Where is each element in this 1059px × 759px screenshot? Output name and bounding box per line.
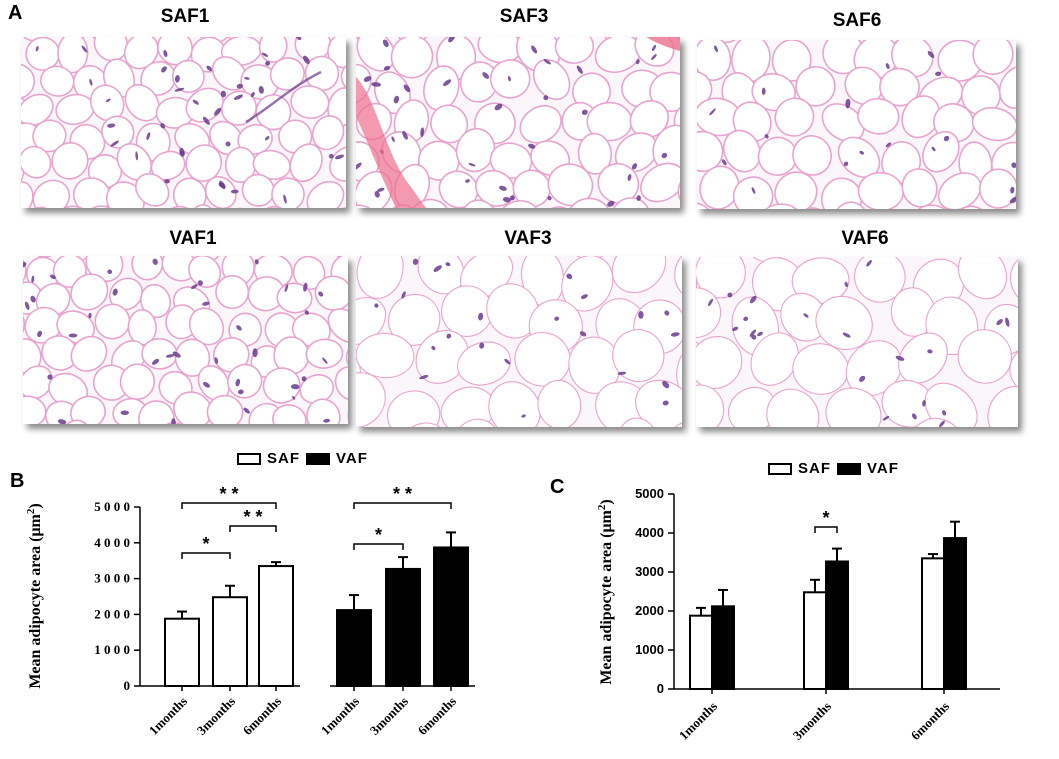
chart-b-y-tick-label: 4 0 0 0 — [94, 535, 130, 550]
chart-c-significance-bracket — [814, 526, 838, 533]
legend-label-vaf: VAF — [867, 460, 899, 477]
panel-label-a: A — [8, 2, 23, 24]
chart-c-bar-saf-6months — [921, 557, 945, 690]
adipocyte-cells-vaf6 — [696, 257, 1018, 427]
chart-b-significance-label: * * — [219, 484, 238, 504]
chart-b-significance-label: * * — [243, 507, 262, 527]
chart-b-x-tick-label: 3months — [194, 694, 238, 738]
histology-title-saf6: SAF6 — [832, 10, 882, 31]
chart-b-x-tick-label: 1months — [146, 694, 190, 738]
histology-title-vaf1: VAF1 — [169, 228, 217, 249]
legend-swatch-saf — [237, 452, 261, 465]
chart-b-significance-label: * — [202, 534, 209, 554]
chart-c-bar-saf-3months — [803, 591, 827, 691]
chart-c-y-tick-label: 0 — [657, 681, 664, 696]
histology-image-vaf6 — [696, 257, 1018, 427]
chart-b-significance-label: * * — [393, 484, 412, 504]
chart-b-significance-bracket — [181, 502, 277, 509]
histology-title-vaf6: VAF6 — [841, 228, 889, 249]
chart-b-x-tick-label: 1months — [318, 694, 362, 738]
chart-b-significance-bracket — [181, 552, 231, 559]
legend-b: SAF VAF — [237, 450, 374, 467]
adipocyte-cells-vaf1 — [23, 256, 348, 424]
panel-label-c: C — [550, 476, 565, 498]
chart-c-bar-vaf-3months — [825, 560, 849, 690]
chart-c-y-axis-label: Mean adipocyte area (μm2) — [596, 499, 615, 684]
legend-label-saf: SAF — [267, 450, 300, 467]
chart-b-bar-vaf-3months — [385, 567, 421, 688]
chart-b-bar-vaf-1months — [336, 609, 372, 687]
chart-b-x-tick-label: 6months — [415, 694, 459, 738]
chart-c-bar-vaf-1months — [711, 605, 735, 691]
histology-title-saf3: SAF3 — [499, 6, 549, 27]
chart-b-significance-label: * — [375, 525, 382, 545]
histology-image-saf6 — [697, 40, 1016, 209]
chart-b-y-axis-label: Mean adipocyte area (μm2) — [25, 503, 44, 688]
chart-c-x-tick-label: 6months — [908, 699, 952, 743]
histology-image-vaf3 — [356, 256, 682, 427]
chart-c-y-tick-label: 4000 — [635, 525, 664, 540]
chart-c-significance-label: * — [822, 508, 829, 528]
histology-image-saf1 — [21, 37, 346, 208]
chart-c-y-tick-label: 2000 — [635, 603, 664, 618]
histology-image-saf3 — [356, 37, 680, 208]
adipocyte-cells-saf6 — [697, 40, 1016, 209]
chart-b-y-tick-label: 2 0 0 0 — [94, 606, 130, 621]
chart-c-y-tick-label: 5000 — [635, 486, 664, 501]
legend-label-saf: SAF — [798, 460, 831, 477]
chart-b-bar-vaf-6months — [433, 546, 469, 687]
chart-b-significance-bracket — [229, 525, 277, 532]
chart-b-y-tick-label: 5 0 0 0 — [94, 499, 130, 514]
histology-title-vaf3: VAF3 — [504, 228, 552, 249]
panel-label-b: B — [10, 470, 25, 492]
chart-b-y-tick-label: 0 — [124, 678, 131, 693]
chart-b-bar-saf-6months — [258, 565, 294, 688]
chart-b-significance-bracket — [353, 502, 452, 509]
adipocyte-cells-saf1 — [21, 37, 346, 208]
legend-swatch-saf — [768, 462, 792, 475]
chart-b-x-tick-label: 6months — [240, 694, 284, 738]
chart-c-bar-vaf-6months — [943, 537, 967, 690]
chart-b-y-tick-label: 3 0 0 0 — [94, 571, 130, 586]
chart-b-significance-bracket — [353, 543, 404, 550]
chart-c-x-tick-label: 3months — [790, 699, 834, 743]
chart-c-y-tick-label: 3000 — [635, 564, 664, 579]
chart-b-bar-saf-3months — [212, 596, 248, 687]
histology-image-vaf1 — [23, 256, 348, 424]
chart-b-y-tick-label: 1 0 0 0 — [94, 642, 130, 657]
legend-swatch-vaf — [306, 452, 330, 465]
chart-b-bar-saf-1months — [164, 617, 200, 687]
adipocyte-cells-saf3 — [356, 37, 680, 208]
chart-c-x-tick-label: 1months — [676, 699, 720, 743]
legend-c: SAF VAF — [768, 460, 905, 477]
chart-b-x-tick-label: 3months — [367, 694, 411, 738]
adipocyte-cells-vaf3 — [356, 256, 682, 427]
legend-label-vaf: VAF — [336, 450, 368, 467]
legend-swatch-vaf — [837, 462, 861, 475]
chart-c-bar-saf-1months — [689, 614, 713, 690]
histology-title-saf1: SAF1 — [160, 6, 210, 27]
chart-c-y-tick-label: 1000 — [635, 642, 664, 657]
